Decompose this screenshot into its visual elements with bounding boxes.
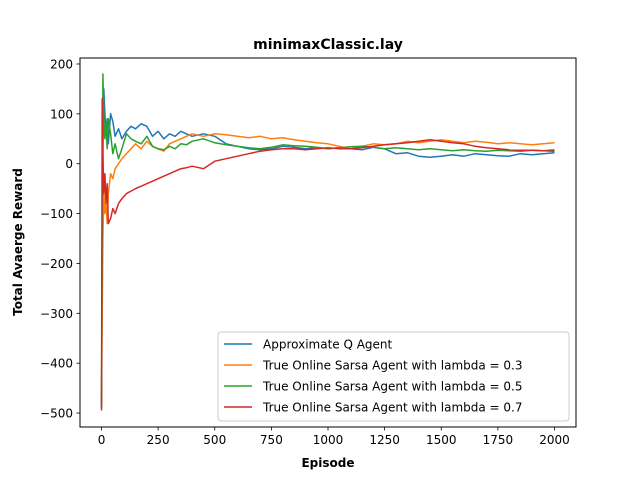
legend-label-4: True Online Sarsa Agent with lambda = 0.…	[262, 401, 523, 415]
y-tick-label: 200	[50, 57, 73, 71]
x-tick-label: 1750	[483, 433, 514, 447]
y-axis-ticks: −500 −400 −300 −200 −100 0 100 200	[40, 57, 80, 421]
chart-title: minimaxClassic.lay	[253, 37, 403, 53]
legend: Approximate Q Agent True Online Sarsa Age…	[217, 331, 570, 422]
x-tick-label: 500	[203, 433, 226, 447]
x-axis-ticks: 0 250 500 750 1000 1250 1500 1750 2000	[98, 427, 570, 447]
x-tick-label: 1500	[426, 433, 457, 447]
x-tick-label: 750	[260, 433, 283, 447]
y-tick-label: −500	[40, 407, 73, 421]
x-axis-title: Episode	[301, 456, 354, 470]
y-tick-label: 100	[50, 107, 73, 121]
x-tick-label: 0	[98, 433, 106, 447]
y-axis-title: Total Avaerge Reward	[11, 168, 25, 316]
y-tick-label: 0	[65, 157, 73, 171]
x-tick-label: 1000	[313, 433, 344, 447]
legend-label-3: True Online Sarsa Agent with lambda = 0.…	[262, 380, 523, 394]
legend-entries: Approximate Q Agent True Online Sarsa Age…	[224, 338, 523, 415]
y-tick-label: −100	[40, 207, 73, 221]
plot-lines	[100, 73, 555, 411]
y-tick-label: −200	[40, 257, 73, 271]
legend-label-1: Approximate Q Agent	[263, 338, 393, 352]
series-line-2	[100, 133, 555, 404]
y-tick-label: −400	[40, 357, 73, 371]
x-tick-label: 2000	[539, 433, 570, 447]
series-line-4	[100, 98, 555, 411]
series-line-3	[100, 73, 555, 404]
x-tick-label: 250	[147, 433, 170, 447]
legend-label-2: True Online Sarsa Agent with lambda = 0.…	[262, 359, 523, 373]
x-tick-label: 1250	[369, 433, 400, 447]
y-tick-label: −300	[40, 307, 73, 321]
legend-box	[217, 331, 570, 422]
